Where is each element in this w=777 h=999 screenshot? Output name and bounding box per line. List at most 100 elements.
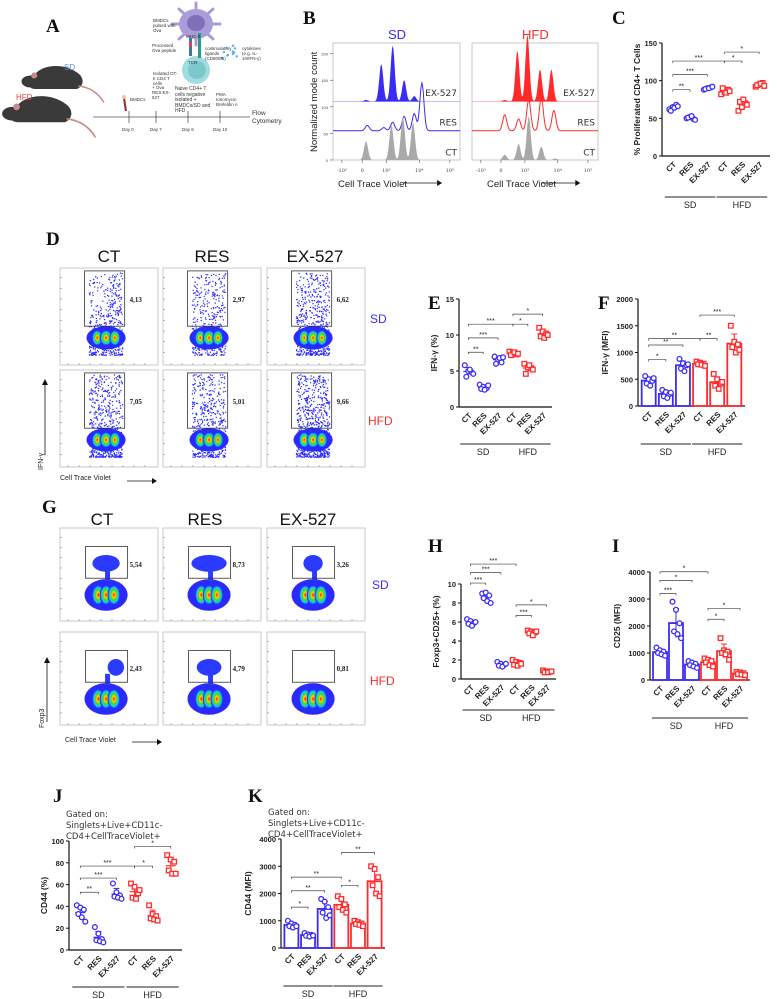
- event-dot: [297, 302, 299, 304]
- event-dot: [318, 287, 320, 289]
- trace-label-ex-527: EX-527: [425, 89, 457, 99]
- event-dot: [317, 390, 319, 393]
- event-dot: [320, 349, 322, 352]
- event-dot: [316, 379, 319, 382]
- event-dot: [325, 310, 327, 313]
- flow_d-plot-sd-res: [162, 267, 262, 366]
- event-dot: [121, 272, 123, 275]
- event-dot: [297, 383, 300, 386]
- data-point: [369, 882, 376, 889]
- y-tick-label: 3000: [259, 862, 276, 871]
- flow-g-xlabel: Cell Trace Violet: [65, 737, 116, 744]
- event-dot: [322, 376, 324, 379]
- event-dot: [89, 345, 91, 348]
- data-point: [493, 360, 500, 367]
- event-dot: [111, 289, 113, 291]
- event-dot: [315, 387, 317, 389]
- y-tick-label: 1500: [616, 322, 633, 331]
- event-dot: [314, 381, 316, 383]
- event-dot: [213, 405, 216, 407]
- event-dot: [304, 316, 306, 318]
- event-dot: [100, 312, 103, 315]
- event-dot: [193, 349, 195, 351]
- event-dot: [328, 286, 330, 288]
- event-dot: [192, 352, 195, 354]
- hist-xlabel-sd: Cell Trace Violet: [338, 179, 407, 190]
- dc-nucleus: [187, 15, 205, 31]
- event-dot: [96, 411, 98, 414]
- event-dot: [325, 402, 327, 404]
- event-dot: [222, 411, 224, 414]
- event-dot: [298, 374, 300, 377]
- event-dot: [116, 354, 118, 356]
- event-dot: [94, 412, 97, 414]
- event-dot: [216, 454, 218, 457]
- event-dot: [109, 301, 111, 304]
- data-point: [319, 909, 326, 916]
- event-dot: [328, 311, 330, 314]
- event-dot: [311, 397, 314, 399]
- event-dot: [318, 283, 320, 285]
- hist-xtick-label: 0: [361, 168, 364, 174]
- event-dot: [322, 320, 325, 323]
- event-dot: [299, 403, 301, 405]
- event-dot: [318, 380, 321, 382]
- mouse-tail: [78, 85, 105, 103]
- event-dot: [220, 402, 223, 404]
- event-dot: [214, 384, 216, 386]
- event-dot: [320, 409, 322, 411]
- significance-bracket: [512, 323, 529, 327]
- data-point: [735, 107, 742, 114]
- event-dot: [194, 416, 196, 419]
- event-dot: [306, 390, 308, 392]
- flow_d-plot-hfd-ct: [59, 369, 159, 468]
- event-dot: [102, 401, 104, 403]
- data-point: [78, 914, 85, 921]
- event-dot: [208, 353, 210, 356]
- significance-bracket: [699, 314, 735, 318]
- hist-xtick-label: -10³: [476, 168, 486, 174]
- event-dot: [101, 395, 104, 398]
- event-dot: [297, 418, 299, 421]
- event-dot: [313, 279, 315, 281]
- event-dot: [311, 389, 313, 391]
- density-hotspot: [306, 431, 320, 449]
- event-dot: [99, 306, 102, 308]
- event-dot: [297, 456, 299, 458]
- event-dot: [217, 326, 219, 328]
- event-dot: [311, 300, 314, 302]
- event-dot: [211, 315, 213, 317]
- event-dot: [303, 319, 305, 321]
- event-dot: [104, 422, 106, 424]
- data-point: [734, 341, 741, 348]
- event-dot: [109, 451, 112, 453]
- event-dot: [307, 390, 309, 392]
- population-bridge: [105, 673, 110, 686]
- event-dot: [113, 352, 116, 355]
- y-tick-label: 0: [60, 946, 64, 955]
- event-dot: [323, 308, 325, 311]
- timeline-day-0: Day 0: [122, 127, 134, 132]
- event-dot: [219, 423, 221, 426]
- event-dot: [118, 384, 120, 386]
- group-label-hfd: HFD: [522, 713, 541, 723]
- y-axis-label: IFN-γ (%): [429, 334, 439, 371]
- event-dot: [313, 352, 315, 354]
- event-dot: [109, 350, 112, 352]
- event-dot: [97, 310, 100, 312]
- data-point: [650, 375, 657, 382]
- event-dot: [301, 289, 304, 291]
- event-dot: [116, 378, 118, 380]
- gated-population: [107, 658, 125, 676]
- event-dot: [210, 452, 212, 454]
- event-dot: [302, 406, 304, 408]
- event-dot: [324, 405, 327, 407]
- event-dot: [302, 303, 304, 305]
- event-dot: [89, 423, 91, 425]
- y-tick-label: 4000: [628, 568, 645, 577]
- hist-ytick-label: 100: [321, 105, 328, 110]
- event-dot: [119, 327, 121, 329]
- event-dot: [223, 285, 225, 287]
